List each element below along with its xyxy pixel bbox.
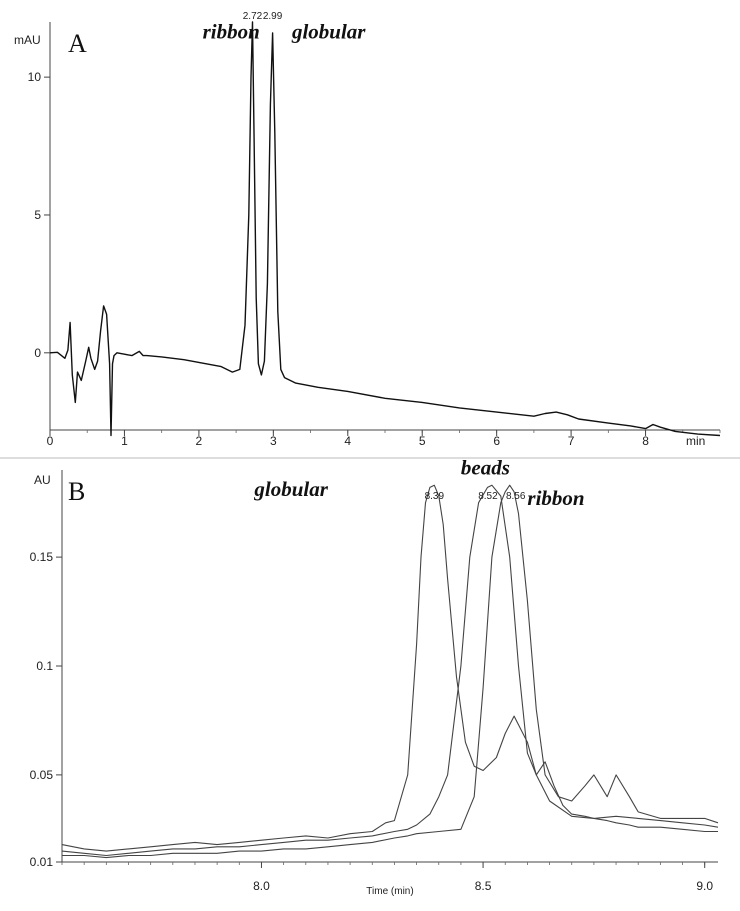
y-tick-label: 0.1 [36,659,53,673]
x-tick-label: 0 [47,434,54,448]
annotation-ribbon: ribbon [527,486,584,510]
x-tick-label: 7 [568,434,575,448]
x-tick-label: 5 [419,434,426,448]
x-axis-title: min [686,434,705,448]
peak-label: 8.52 [478,491,498,502]
x-tick-label: 6 [493,434,500,448]
y-axis-unit-label: AU [34,473,51,487]
peak-label: 2.72 [243,11,263,22]
y-axis-unit-label: mAU [14,33,41,47]
series-line-1 [49,21,721,437]
x-tick-label: 8.5 [475,879,492,893]
annotation-globular: globular [291,20,366,44]
y-tick-label: 5 [34,208,41,222]
series-line-1 [61,484,719,852]
peak-label: 8.39 [425,491,445,502]
x-tick-label: 9.0 [696,879,713,893]
x-axis-title: Time (min) [366,886,413,897]
series-line-3 [62,484,719,859]
x-tick-label: 8 [642,434,649,448]
y-tick-label: 0.01 [30,855,54,869]
x-tick-label: 8.0 [253,879,270,893]
chart-panel-b: 8.0 8.5 9.0 0.01 0.05 0.1 0.15 AU Time (min) B 8.3… [30,455,719,897]
x-tick-label: 1 [121,434,128,448]
series-line-2 [61,484,718,857]
x-tick-label: 3 [270,434,277,448]
y-tick-label: 10 [28,70,42,84]
y-tick-label: 0 [34,346,41,360]
panel-label: A [68,29,87,58]
annotation-globular: globular [253,477,328,501]
peak-label: 2.99 [263,11,283,22]
peak-label: 8.56 [506,491,526,502]
annotation-beads: beads [461,455,510,479]
panel-label: B [68,477,85,506]
y-tick-label: 0.15 [30,550,54,564]
x-tick-label: 4 [344,434,351,448]
annotation-ribbon: ribbon [203,20,260,44]
x-tick-label: 2 [196,434,203,448]
y-tick-label: 0.05 [30,768,54,782]
